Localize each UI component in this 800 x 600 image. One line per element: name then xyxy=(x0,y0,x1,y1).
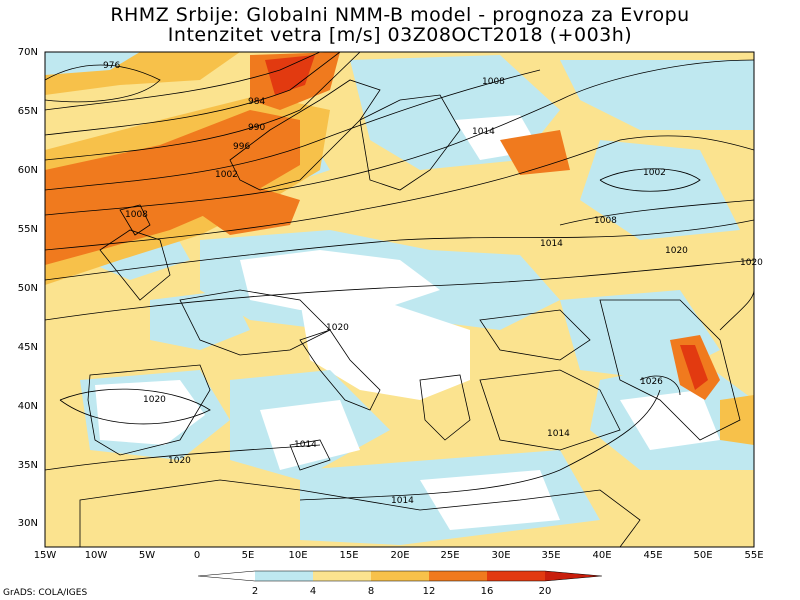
lat-label: 50N xyxy=(17,283,38,294)
isobar-label: 990 xyxy=(248,123,266,133)
isobar-label: 1020 xyxy=(665,246,688,256)
colorbar-segment xyxy=(487,571,545,581)
isobar-label: 984 xyxy=(248,97,266,107)
lon-label: 50E xyxy=(693,550,713,561)
colorbar-label: 16 xyxy=(480,586,494,597)
isobar-label: 1008 xyxy=(125,210,148,220)
lon-label: 0 xyxy=(193,550,201,561)
colorbar-label: 20 xyxy=(538,586,552,597)
lat-label: 70N xyxy=(17,47,38,58)
lon-label: 25E xyxy=(440,550,460,561)
map-frame xyxy=(44,51,755,548)
isobar-label: 1020 xyxy=(326,323,349,333)
colorbar-segment xyxy=(429,571,487,581)
lat-label: 60N xyxy=(17,165,38,176)
colorbar-label: 12 xyxy=(422,586,436,597)
lat-label: 45N xyxy=(17,342,38,353)
lon-label: 40E xyxy=(592,550,612,561)
isobar-label: 1014 xyxy=(294,440,317,450)
colorbar-segment xyxy=(313,571,371,581)
isobar-label: 1020 xyxy=(740,258,763,268)
colorbar-label: 2 xyxy=(251,586,259,597)
colorbar-segment xyxy=(198,571,255,581)
lat-label: 40N xyxy=(17,401,38,412)
isobar-label: 1014 xyxy=(540,239,563,249)
lon-label: 35E xyxy=(541,550,561,561)
lon-label: 5E xyxy=(241,550,255,561)
lon-label: 20E xyxy=(390,550,410,561)
isobars xyxy=(45,52,754,501)
isobar-label: 996 xyxy=(233,142,251,152)
colorbar-label: 4 xyxy=(309,586,317,597)
lon-label: 30E xyxy=(491,550,511,561)
lon-label: 45E xyxy=(643,550,663,561)
lon-label: 55E xyxy=(744,550,764,561)
colorbar xyxy=(197,570,603,582)
isobar-label: 1014 xyxy=(472,127,495,137)
isobar-label: 976 xyxy=(103,61,121,71)
isobar-label: 1002 xyxy=(215,170,238,180)
map-title-line2: Intenzitet vetra [m/s] 03Z08OCT2018 (+00… xyxy=(167,24,633,46)
map-title-line1: RHMZ Srbije: Globalni NMM-B model - prog… xyxy=(110,4,690,26)
lat-label: 35N xyxy=(17,460,38,471)
lat-label: 65N xyxy=(17,106,38,117)
isobar-label: 1008 xyxy=(482,77,505,87)
lat-label: 55N xyxy=(17,224,38,235)
isobar-label: 1002 xyxy=(643,168,666,178)
lon-label: 15E xyxy=(339,550,359,561)
isobar-label: 1014 xyxy=(547,429,570,439)
colorbar-label: 8 xyxy=(367,586,375,597)
isobar-label: 1014 xyxy=(391,496,414,506)
lon-label: 5W xyxy=(138,550,156,561)
coastlines xyxy=(79,79,741,547)
lon-label: 10E xyxy=(288,550,308,561)
lat-label: 30N xyxy=(17,518,38,529)
wind-field xyxy=(45,52,754,547)
lon-label: 15W xyxy=(33,550,57,561)
colorbar-segment xyxy=(255,571,313,581)
lon-label: 10W xyxy=(84,550,108,561)
credit-text: GrADS: COLA/IGES xyxy=(3,588,88,598)
isobar-label: 1020 xyxy=(168,456,191,466)
isobar-label: 1026 xyxy=(640,377,663,387)
colorbar-segment xyxy=(545,571,602,581)
isobar-label: 1008 xyxy=(594,216,617,226)
colorbar-segment xyxy=(371,571,429,581)
isobar-label: 1020 xyxy=(143,395,166,405)
